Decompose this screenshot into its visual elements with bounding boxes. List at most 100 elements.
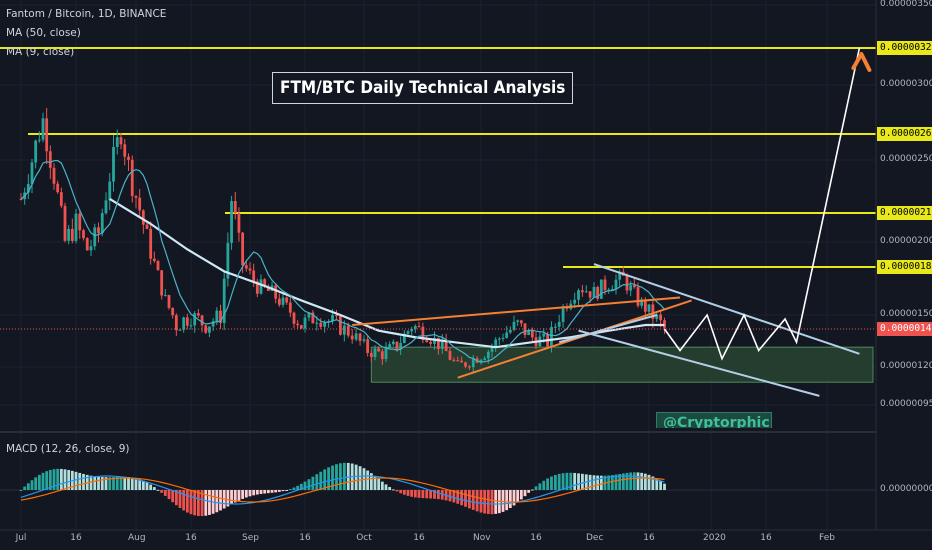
candle-body: [138, 197, 142, 211]
candle-body: [134, 196, 138, 198]
candle-body: [30, 162, 34, 185]
macd-pane: [0, 462, 876, 517]
macd-histogram-bar: [380, 481, 384, 490]
price-axis-tick: 0.00000150: [880, 309, 932, 319]
candle-body: [636, 287, 640, 306]
macd-histogram-bar: [299, 483, 303, 490]
macd-histogram-bar: [505, 490, 509, 511]
candle-body: [226, 242, 230, 279]
support-zone: [370, 346, 874, 383]
macd-histogram-bar: [391, 489, 395, 491]
macd-histogram-bar: [52, 469, 56, 490]
macd-histogram-bar: [160, 490, 164, 493]
candle-body: [425, 340, 429, 342]
time-axis-tick: Feb: [819, 533, 835, 543]
macd-histogram-bar: [204, 490, 208, 516]
candle-body: [211, 321, 215, 327]
macd-histogram-bar: [59, 468, 63, 490]
time-axis-tick: Sep: [242, 533, 259, 543]
candle-body: [373, 348, 377, 357]
candle-body: [178, 329, 182, 331]
macd-histogram-bar: [395, 490, 399, 492]
candle-body: [89, 246, 93, 251]
candle-body: [149, 228, 153, 259]
candle-body: [56, 183, 60, 193]
macd-histogram-bar: [354, 464, 358, 490]
macd-histogram-bar: [315, 474, 319, 490]
macd-histogram-bar: [538, 483, 542, 490]
ma9-legend[interactable]: MA (9, close): [6, 46, 75, 58]
macd-histogram-bar: [659, 480, 663, 490]
target-arrow: [851, 52, 872, 72]
candle-body: [467, 366, 471, 368]
macd-legend[interactable]: MACD (12, 26, close, 9): [6, 443, 130, 455]
candle-body: [350, 335, 354, 340]
macd-histogram-bar: [138, 479, 142, 490]
candle-body: [346, 325, 350, 336]
candle-body: [369, 352, 373, 357]
macd-histogram-bar: [479, 490, 483, 513]
macd-histogram-bar: [460, 490, 464, 506]
target-arrowhead: [851, 52, 872, 72]
candle-body: [335, 315, 338, 317]
candle-body: [100, 213, 104, 234]
candle-body: [241, 232, 245, 266]
candle-body: [319, 322, 323, 327]
candle-body: [323, 322, 327, 327]
falling-channel-lower: [578, 329, 820, 397]
candle-body: [596, 286, 600, 299]
price-axis-tick: 0.00000200: [880, 236, 932, 246]
candle-body: [108, 181, 112, 201]
macd-histogram-bar: [614, 474, 618, 490]
candle-body: [618, 271, 622, 280]
macd-histogram-bar: [255, 490, 259, 495]
macd-histogram-bar: [358, 466, 362, 490]
candle-body: [651, 304, 655, 319]
macd-histogram-bar: [592, 475, 596, 490]
macd-histogram-bar: [130, 477, 134, 490]
candle-body: [413, 326, 417, 329]
candle-body: [244, 265, 248, 269]
macd-histogram-bar: [182, 490, 186, 511]
macd-histogram-bar: [219, 490, 222, 511]
macd-histogram-bar: [456, 490, 460, 504]
macd-histogram-bar: [263, 490, 267, 494]
candle-body: [63, 205, 67, 241]
candle-body: [471, 358, 475, 368]
macd-histogram-bar: [67, 469, 71, 490]
price-axis-tick: 0.00000250: [880, 154, 932, 164]
candle-body: [208, 326, 211, 333]
macd-histogram-bar: [45, 471, 49, 490]
candle-body: [123, 144, 127, 157]
candle-body: [296, 323, 300, 326]
ma50-legend[interactable]: MA (50, close): [6, 27, 81, 39]
macd-histogram-bar: [156, 489, 160, 491]
candle-body: [255, 281, 259, 294]
price-axis-tick: 0.00000300: [880, 79, 932, 89]
candle-body: [550, 327, 553, 347]
macd-histogram-bar: [384, 484, 388, 490]
macd-histogram-bar: [640, 472, 644, 490]
candle-body: [519, 320, 523, 324]
macd-signal-line: [20, 477, 665, 503]
macd-histogram-bar: [167, 490, 171, 500]
candle-body: [259, 279, 263, 294]
macd-histogram-bar: [37, 474, 41, 490]
candle-body: [530, 330, 534, 338]
macd-histogram-bar: [174, 490, 178, 506]
candle-body: [358, 333, 362, 341]
candle-body: [460, 360, 464, 363]
macd-histogram-bar: [346, 462, 350, 490]
candle-body: [388, 344, 392, 348]
rising-wedge-lower: [457, 299, 692, 379]
macd-histogram-bar: [104, 477, 108, 490]
macd-histogram-bar: [208, 490, 211, 515]
candle-body: [78, 213, 82, 231]
candle-body: [160, 270, 164, 296]
time-axis-tick: 16: [643, 533, 655, 543]
candle-body: [230, 201, 233, 243]
price-axis-tick: 0.00000120: [880, 361, 932, 371]
symbol-legend[interactable]: Fantom / Bitcoin, 1D, BINANCE: [6, 8, 167, 20]
time-axis-tick: Nov: [473, 533, 491, 543]
candle-body: [70, 228, 74, 241]
